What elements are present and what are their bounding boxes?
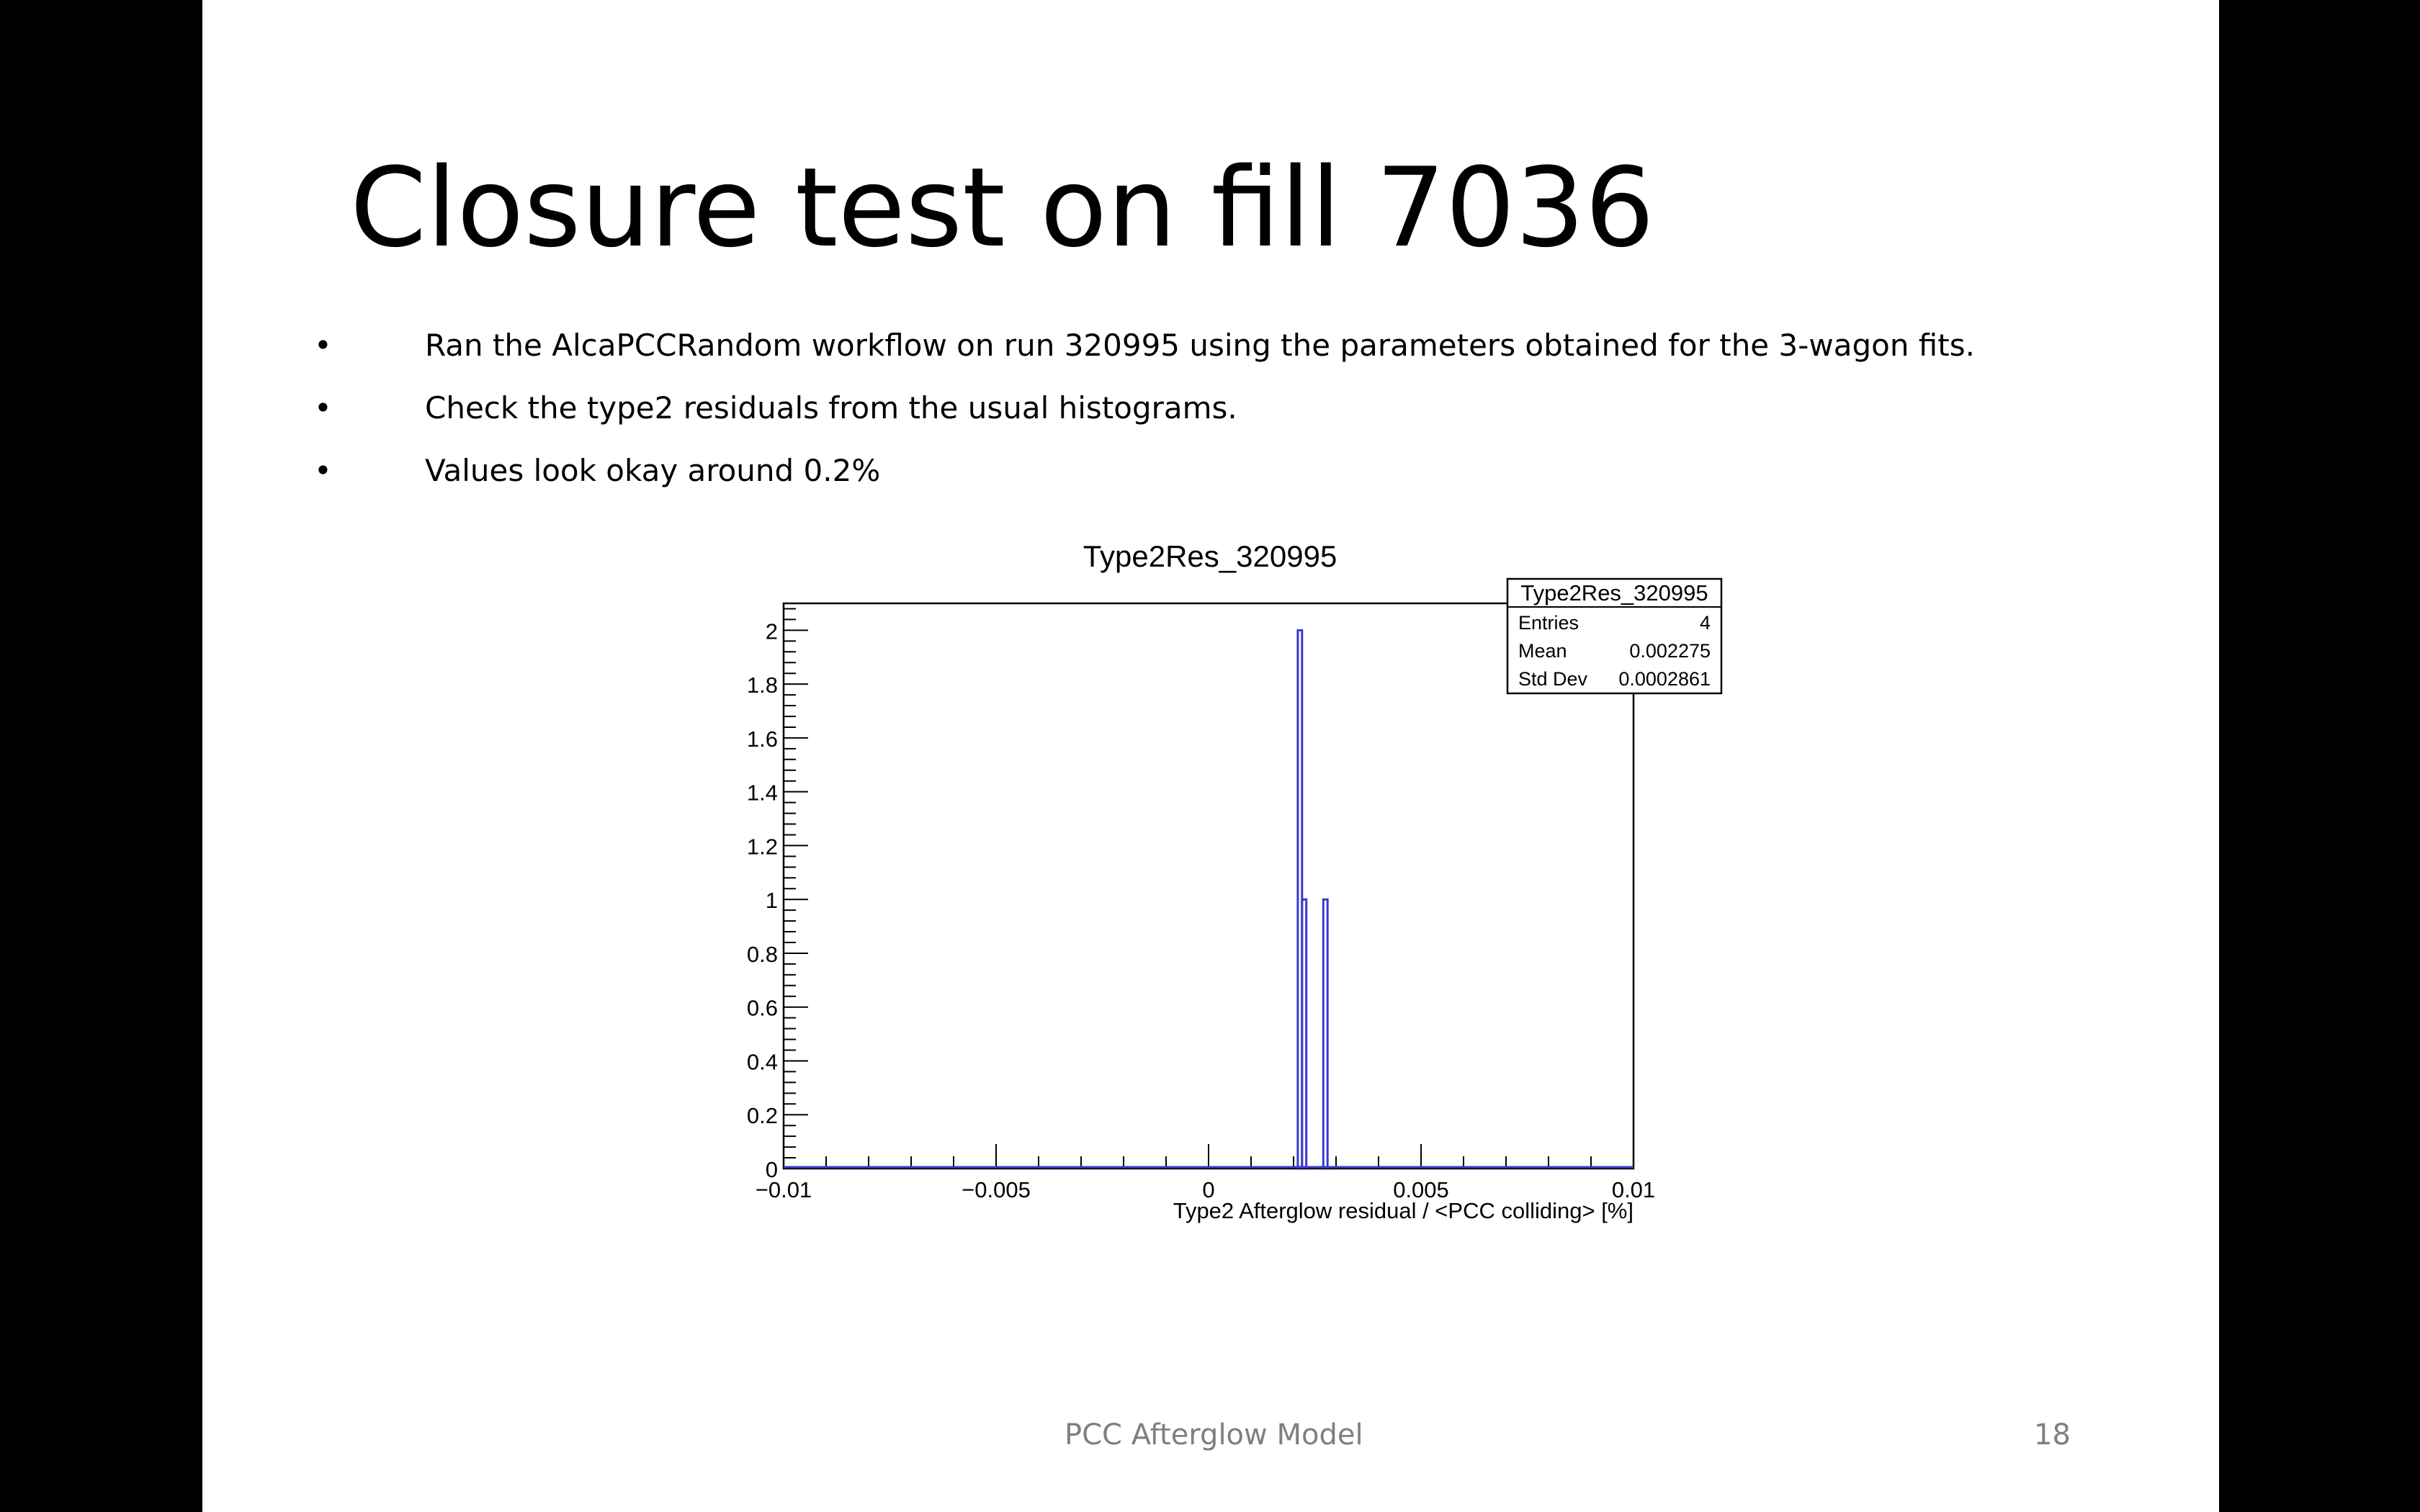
bullet-marker: •	[314, 453, 332, 488]
slide: Closure test on fill 7036 • Ran the AlcaP…	[202, 0, 2219, 1512]
plot-frame	[782, 602, 1635, 1170]
stats-label: Mean	[1518, 640, 1567, 662]
y-tick-label: 1.2	[747, 834, 778, 859]
stats-value: 0.002275	[1629, 640, 1711, 662]
y-tick-label: 1.6	[747, 726, 778, 752]
stats-value: 0.0002861	[1618, 668, 1711, 690]
x-tick-label: −0.01	[756, 1177, 812, 1202]
chart-title: Type2Res_320995	[1083, 539, 1337, 573]
bullet-list: • Ran the AlcaPCCRandom workflow on run 3…	[314, 328, 1975, 516]
x-axis-label: Type2 Afterglow residual / <PCC collidin…	[1173, 1198, 1634, 1223]
y-tick-label: 0.6	[747, 996, 778, 1021]
y-tick-label: 1.4	[747, 780, 778, 806]
y-tick-label: 0.4	[747, 1049, 778, 1074]
bullet-marker: •	[314, 328, 332, 363]
y-tick-label: 0.2	[747, 1103, 778, 1128]
x-tick-label: 0.01	[1612, 1177, 1655, 1202]
slide-title: Closure test on fill 7036	[350, 144, 1655, 271]
bullet-marker: •	[314, 390, 332, 426]
histogram-bar	[1301, 898, 1308, 1169]
bullet-text: Check the type2 residuals from the usual…	[425, 390, 1237, 426]
y-tick-label: 0.8	[747, 942, 778, 967]
y-tick-label: 2	[766, 618, 778, 644]
x-tick-label: 0.005	[1393, 1177, 1449, 1202]
histogram-bar	[1322, 898, 1329, 1169]
x-tick-label: 0	[1202, 1177, 1214, 1202]
bullet-item: • Values look okay around 0.2%	[314, 453, 1975, 516]
bullet-item: • Check the type2 residuals from the usua…	[314, 390, 1975, 453]
stats-label: Std Dev	[1518, 668, 1588, 690]
stats-label: Entries	[1518, 612, 1579, 634]
histogram-chart: Type2Res_320995 0 0.2 0.4 0.6 0.8 1 1.2 1.4 1.6 1.…	[747, 539, 1723, 1223]
bullet-text: Values look okay around 0.2%	[425, 453, 881, 488]
y-tick-label: 1.8	[747, 672, 778, 698]
bullet-text: Ran the AlcaPCCRandom workflow on run 32…	[425, 328, 1975, 363]
bullet-item: • Ran the AlcaPCCRandom workflow on run 3…	[314, 328, 1975, 390]
x-tick-label: −0.005	[962, 1177, 1031, 1202]
footer-text: PCC Afterglow Model	[1065, 1418, 1363, 1452]
stats-value: 4	[1700, 612, 1711, 634]
page-number: 18	[2034, 1418, 2071, 1452]
y-tick-label: 0	[766, 1157, 778, 1182]
stats-title: Type2Res_320995	[1520, 580, 1708, 606]
stats-box	[1506, 577, 1723, 695]
y-tick-label: 1	[766, 888, 778, 913]
